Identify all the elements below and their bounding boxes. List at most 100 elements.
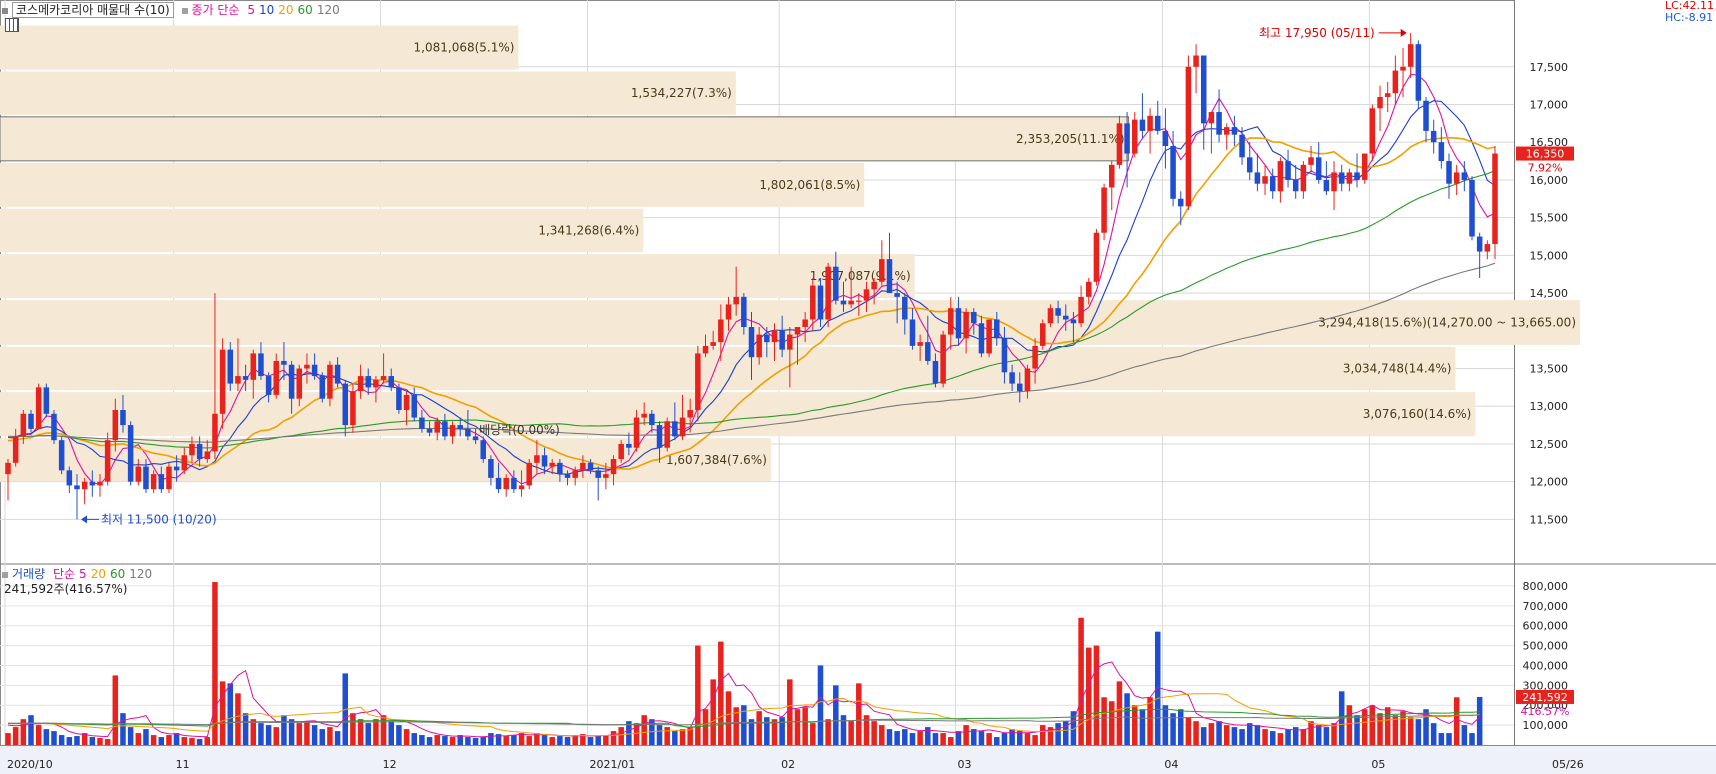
- candle: [1024, 364, 1031, 399]
- candle: [104, 432, 111, 486]
- candle-body: [1338, 172, 1345, 184]
- volume-profile-label: 1,341,268(6.4%): [538, 223, 639, 237]
- candle-body: [641, 413, 647, 418]
- candle-body: [1063, 315, 1069, 320]
- candle: [1200, 55, 1207, 150]
- volume-bar: [1108, 701, 1115, 745]
- ma120-label[interactable]: 120: [316, 3, 340, 17]
- candle: [802, 311, 808, 343]
- candle: [1032, 338, 1038, 384]
- candle-body: [902, 296, 908, 320]
- candle-body: [1239, 134, 1245, 158]
- candle-body: [112, 410, 119, 441]
- vol-ma5-label[interactable]: 5: [79, 567, 87, 581]
- candle-body: [1438, 142, 1445, 162]
- volume-bar: [250, 719, 257, 745]
- candle-body: [848, 300, 854, 305]
- candle: [135, 459, 142, 486]
- candle: [518, 470, 525, 497]
- candle: [1315, 142, 1322, 184]
- candle: [641, 402, 647, 426]
- volume-tick-label: 800,000: [1523, 580, 1569, 593]
- candle-body: [204, 451, 211, 460]
- volume-bar: [1285, 729, 1291, 745]
- volume-bar: [1262, 729, 1268, 745]
- candle-body: [120, 410, 126, 426]
- candle-body: [411, 394, 418, 418]
- volume-bar: [204, 737, 211, 745]
- candle: [1446, 153, 1452, 199]
- current-price-label: 16,350: [1526, 148, 1565, 161]
- candle: [917, 334, 923, 361]
- vol-ma20-label[interactable]: 20: [90, 567, 106, 581]
- volume-bar: [28, 715, 34, 745]
- volume-bar: [610, 731, 617, 745]
- volume-bar: [373, 719, 379, 745]
- candle-body: [580, 462, 586, 471]
- candle-body: [633, 417, 640, 448]
- volume-bar: [20, 719, 27, 745]
- candle-body: [457, 425, 463, 429]
- candle-body: [748, 327, 755, 358]
- candle-body: [43, 387, 50, 414]
- candle: [710, 330, 716, 350]
- volume-tick-label: 600,000: [1523, 620, 1569, 633]
- volume-profile-rect: [0, 71, 736, 115]
- candle: [396, 383, 402, 414]
- candle-body: [771, 330, 778, 343]
- volume-bar: [687, 727, 693, 745]
- volume-ma-prefix[interactable]: 단순: [52, 567, 76, 581]
- candle: [1162, 108, 1169, 169]
- ma60-label[interactable]: 60: [297, 3, 313, 17]
- candle-body: [1216, 112, 1222, 135]
- volume-bar: [1423, 709, 1429, 745]
- volume-legend-title[interactable]: 거래량: [12, 567, 46, 581]
- ma10-label[interactable]: 10: [258, 3, 275, 17]
- ma20-label[interactable]: 20: [278, 3, 294, 17]
- candle: [189, 436, 195, 463]
- candle-body: [702, 345, 709, 354]
- vol-ma120-label[interactable]: 120: [129, 567, 153, 581]
- volume-bar: [886, 729, 893, 745]
- candle: [166, 462, 172, 493]
- current-price-tag: [1516, 146, 1574, 161]
- candle: [503, 474, 509, 497]
- candle-body: [189, 443, 195, 456]
- table-grid-icon[interactable]: [5, 18, 19, 32]
- candle: [449, 421, 456, 444]
- candle: [1338, 164, 1345, 192]
- vol-ma60-label[interactable]: 60: [109, 567, 126, 581]
- candle-body: [817, 285, 824, 320]
- volume-bar: [403, 729, 410, 745]
- candle-body: [465, 428, 471, 437]
- candle-body: [1116, 123, 1123, 165]
- volume-bar: [158, 737, 165, 745]
- chart-title[interactable]: 코스메카코리아 매물대 수(10): [12, 2, 174, 18]
- volume-bar: [388, 721, 395, 745]
- candle: [334, 357, 341, 388]
- candle-body: [1208, 112, 1215, 124]
- candle: [442, 413, 448, 441]
- candle-body: [1354, 172, 1360, 180]
- volume-profile-label: 2,353,205(11.1%): [1016, 132, 1125, 146]
- volume-bar: [664, 727, 670, 745]
- price-tick-label: 17,000: [1530, 99, 1569, 112]
- volume-ma120-line: [8, 714, 1480, 726]
- ma5-label[interactable]: 5: [247, 3, 255, 17]
- candle: [549, 459, 555, 475]
- candle: [541, 447, 548, 475]
- candle-body: [925, 342, 931, 361]
- candle-body: [89, 481, 96, 486]
- volume-bar: [465, 737, 471, 745]
- volume-bar: [1017, 731, 1023, 745]
- ma-legend-prefix[interactable]: 종가 단순: [191, 3, 240, 17]
- volume-bar: [1231, 727, 1238, 745]
- volume-bar: [1308, 721, 1314, 745]
- volume-bar: [81, 733, 88, 745]
- candle: [664, 417, 670, 452]
- volume-bar: [104, 739, 111, 745]
- volume-bar: [756, 711, 762, 745]
- volume-bar: [1438, 733, 1445, 745]
- volume-bar: [135, 733, 142, 745]
